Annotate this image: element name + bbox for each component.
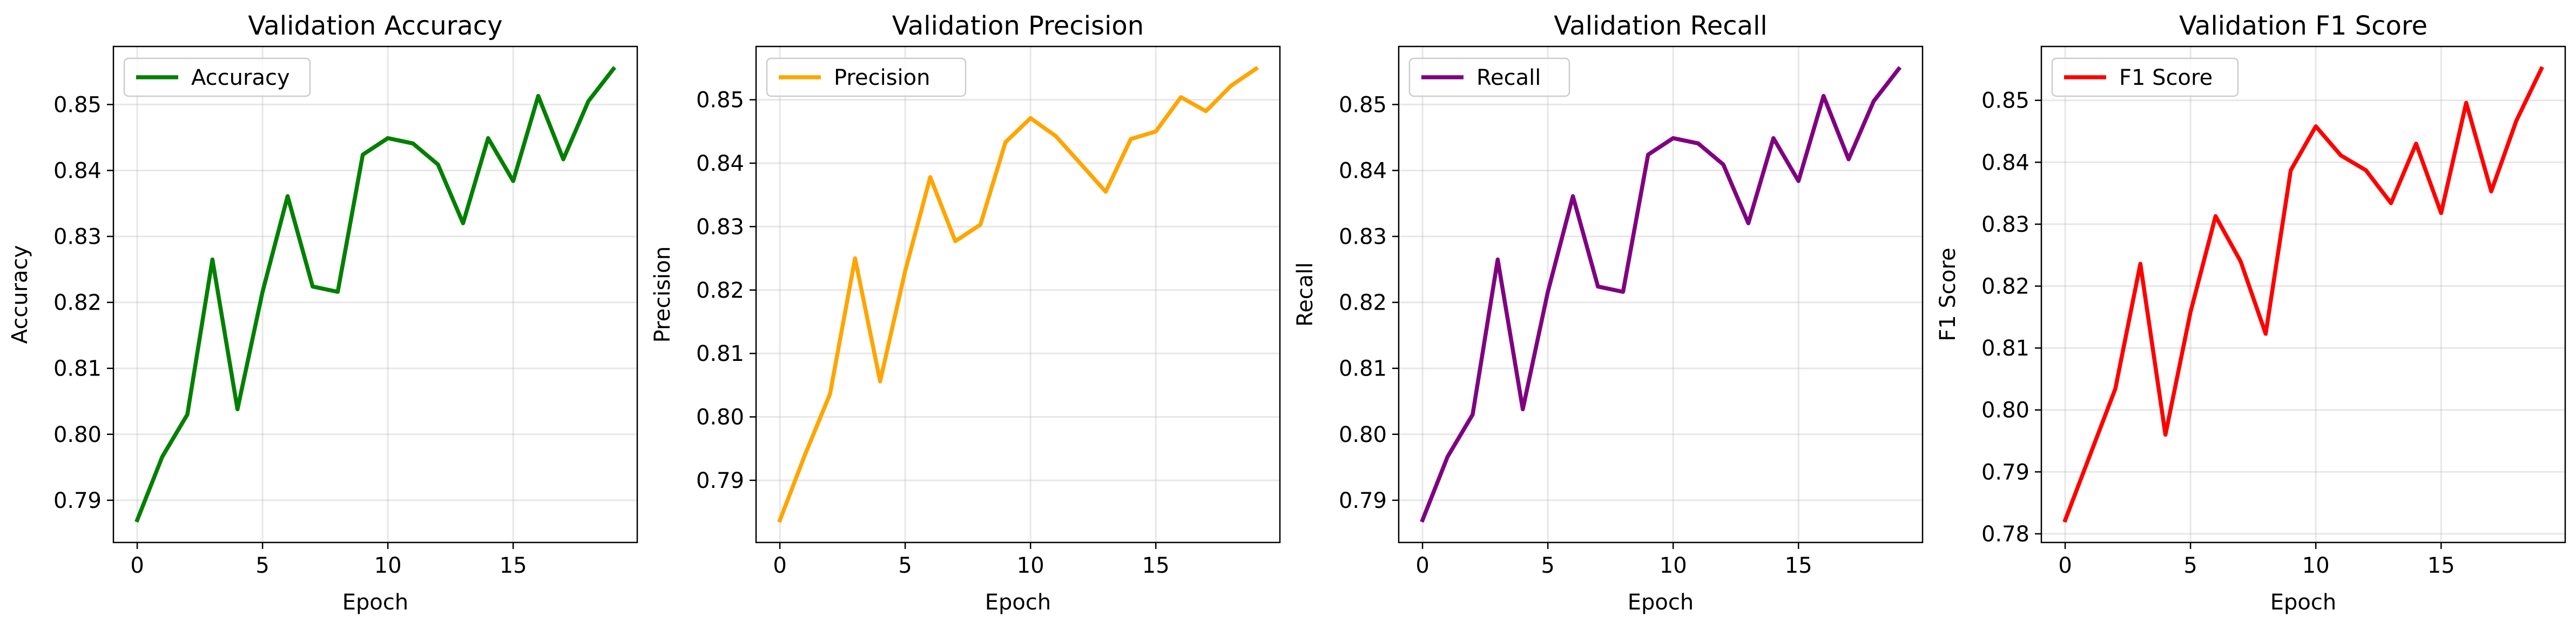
axes-frame bbox=[755, 45, 1281, 544]
x-tick-label: 0 bbox=[1415, 553, 1429, 578]
series-line-f1-score bbox=[2062, 66, 2544, 523]
chart-panel-4: 0 5 10 15 0.78 0.79 0.80 0.81 0.82 0.83 0.84 0.85 Va… bbox=[1936, 11, 2566, 615]
legend: F1 Score bbox=[2051, 57, 2239, 97]
y-tick-label: 0.82 bbox=[1339, 291, 1387, 316]
y-tick-label: 0.80 bbox=[696, 405, 744, 430]
y-tick-label: 0.84 bbox=[53, 159, 102, 184]
x-tick-label: 10 bbox=[1017, 553, 1044, 578]
y-tick-label: 0.81 bbox=[1339, 357, 1387, 381]
y-tick-label: 0.78 bbox=[1981, 522, 2029, 547]
legend-label: Recall bbox=[1476, 65, 1541, 90]
chart-title: Validation F1 Score bbox=[2179, 11, 2427, 41]
y-tick-label: 0.81 bbox=[53, 357, 102, 381]
legend-label: Accuracy bbox=[191, 65, 290, 90]
x-tick-label: 10 bbox=[374, 553, 402, 578]
x-tick-label: 0 bbox=[773, 553, 786, 578]
chart-panel-1: 0 5 10 15 0.79 0.80 0.81 0.82 0.83 0.84 0.85 Valida… bbox=[8, 11, 638, 615]
legend-label: F1 Score bbox=[2119, 65, 2213, 90]
y-tick-label: 0.85 bbox=[1981, 89, 2029, 113]
y-tick-label: 0.84 bbox=[1981, 150, 2029, 175]
series-line-accuracy bbox=[134, 66, 617, 523]
legend: Precision bbox=[766, 57, 967, 97]
y-tick-label: 0.85 bbox=[53, 92, 102, 117]
y-tick-label: 0.82 bbox=[1981, 274, 2029, 299]
y-axis-label: Precision bbox=[650, 246, 675, 343]
x-tick-label: 0 bbox=[2058, 553, 2072, 578]
axes-frame bbox=[1398, 45, 1924, 544]
x-tick-label: 0 bbox=[130, 553, 144, 578]
y-tick-label: 0.81 bbox=[1981, 336, 2029, 361]
chart-title: Validation Accuracy bbox=[248, 11, 502, 41]
y-tick-label: 0.85 bbox=[696, 88, 744, 113]
y-tick-label: 0.85 bbox=[1339, 92, 1387, 117]
y-tick-label: 0.79 bbox=[1981, 460, 2029, 485]
chart-title: Validation Recall bbox=[1554, 11, 1767, 41]
x-tick-label: 10 bbox=[2302, 553, 2330, 578]
chart-panel-3: 0 5 10 15 0.79 0.80 0.81 0.82 0.83 0.84 0.85 Valida… bbox=[1293, 11, 1924, 615]
legend-box bbox=[123, 57, 311, 97]
y-tick-label: 0.82 bbox=[696, 278, 744, 303]
chart-title: Validation Precision bbox=[892, 11, 1144, 41]
y-axis-label: Recall bbox=[1293, 262, 1318, 326]
legend: Recall bbox=[1408, 57, 1570, 97]
axes-frame bbox=[2040, 45, 2566, 544]
y-tick-label: 0.84 bbox=[696, 151, 744, 176]
y-tick-label: 0.80 bbox=[1339, 423, 1387, 447]
y-tick-label: 0.80 bbox=[53, 423, 102, 447]
x-tick-label: 15 bbox=[2427, 553, 2455, 578]
legend-box bbox=[1408, 57, 1570, 97]
y-axis-label: Accuracy bbox=[8, 245, 32, 344]
x-axis-label: Epoch bbox=[1628, 590, 1694, 615]
x-axis-label: Epoch bbox=[985, 590, 1051, 615]
y-tick-label: 0.83 bbox=[696, 215, 744, 239]
y-tick-label: 0.83 bbox=[1981, 212, 2029, 237]
y-tick-label: 0.82 bbox=[53, 291, 102, 316]
legend-box bbox=[766, 57, 967, 97]
y-tick-label: 0.79 bbox=[696, 468, 744, 493]
axes-frame bbox=[112, 45, 638, 544]
y-tick-label: 0.84 bbox=[1339, 159, 1387, 184]
legend-box bbox=[2051, 57, 2239, 97]
chart-panel-2: 0 5 10 15 0.79 0.80 0.81 0.82 0.83 0.84 0.85 Valida… bbox=[650, 11, 1281, 615]
x-tick-label: 5 bbox=[898, 553, 912, 578]
x-axis-label: Epoch bbox=[2270, 590, 2336, 615]
x-tick-label: 15 bbox=[500, 553, 527, 578]
y-axis-label: F1 Score bbox=[1936, 247, 1960, 341]
y-tick-label: 0.79 bbox=[53, 488, 102, 513]
x-axis-label: Epoch bbox=[342, 590, 408, 615]
series-line-recall bbox=[1420, 66, 1902, 523]
x-tick-label: 5 bbox=[2183, 553, 2197, 578]
y-tick-label: 0.80 bbox=[1981, 398, 2029, 423]
series-line-precision bbox=[777, 65, 1259, 523]
y-tick-label: 0.79 bbox=[1339, 488, 1387, 513]
x-tick-label: 5 bbox=[255, 553, 269, 578]
legend: Accuracy bbox=[123, 57, 311, 97]
x-tick-label: 10 bbox=[1660, 553, 1687, 578]
x-tick-label: 15 bbox=[1142, 553, 1170, 578]
y-tick-label: 0.83 bbox=[53, 225, 102, 250]
y-tick-label: 0.83 bbox=[1339, 225, 1387, 250]
x-tick-label: 15 bbox=[1785, 553, 1812, 578]
x-tick-label: 5 bbox=[1541, 553, 1554, 578]
y-tick-label: 0.81 bbox=[696, 341, 744, 366]
legend-label: Precision bbox=[834, 65, 930, 90]
